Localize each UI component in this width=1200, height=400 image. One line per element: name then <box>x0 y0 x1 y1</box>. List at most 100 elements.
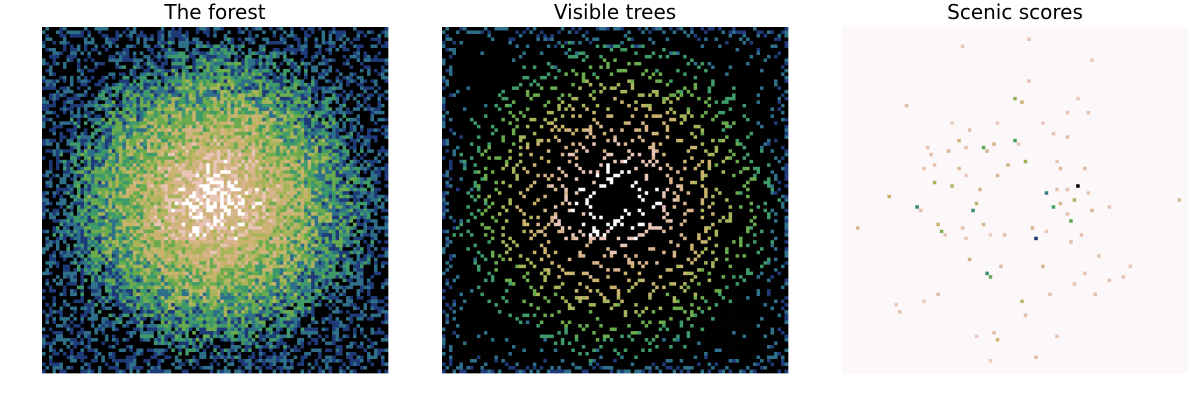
heatmap-cell <box>49 62 53 66</box>
heatmap-cell <box>45 27 49 31</box>
heatmap-cell <box>357 100 361 104</box>
heatmap-cell <box>343 93 347 97</box>
heatmap-cell <box>168 97 172 101</box>
heatmap-cell <box>150 121 154 125</box>
heatmap-cell <box>140 72 144 76</box>
heatmap-cell <box>269 104 273 108</box>
heatmap-cell <box>241 34 245 38</box>
heatmap-cell <box>73 27 77 31</box>
heatmap-cell <box>56 111 60 115</box>
heatmap-cell <box>374 107 378 111</box>
heatmap-cell <box>381 58 385 62</box>
heatmap-cell <box>315 55 319 59</box>
heatmap-cell <box>49 111 53 115</box>
heatmap-cell <box>161 55 165 59</box>
heatmap-cell <box>171 107 175 111</box>
heatmap-cell <box>308 111 312 115</box>
heatmap-cell <box>140 48 144 52</box>
heatmap-cell <box>161 72 165 76</box>
heatmap-cell <box>245 128 249 132</box>
heatmap-cell <box>381 44 385 48</box>
heatmap-cell <box>112 34 116 38</box>
heatmap-cell <box>59 135 63 139</box>
heatmap-cell <box>101 142 105 146</box>
heatmap-cell <box>220 55 224 59</box>
heatmap-cell <box>241 125 245 129</box>
heatmap-cell <box>129 153 133 157</box>
heatmap-cell <box>87 93 91 97</box>
heatmap-cell <box>206 146 210 150</box>
heatmap-cell <box>322 160 326 164</box>
heatmap-cell <box>98 104 102 108</box>
heatmap-cell <box>269 55 273 59</box>
heatmap-cell <box>329 153 333 157</box>
heatmap-cell <box>322 48 326 52</box>
heatmap-cell <box>255 149 259 153</box>
heatmap-cell <box>189 163 193 167</box>
heatmap-cell <box>87 114 91 118</box>
heatmap-cell <box>224 128 228 132</box>
heatmap-cell <box>350 34 354 38</box>
heatmap-cell <box>161 128 165 132</box>
heatmap-cell <box>49 37 53 41</box>
heatmap-cell <box>350 167 354 171</box>
heatmap-cell <box>248 149 252 153</box>
heatmap-cell <box>336 100 340 104</box>
heatmap-cell <box>196 58 200 62</box>
heatmap-cell <box>140 149 144 153</box>
heatmap-cell <box>332 149 336 153</box>
heatmap-cell <box>91 118 95 122</box>
heatmap-cell <box>84 139 88 143</box>
heatmap-cell <box>241 107 245 111</box>
heatmap-cell <box>185 62 189 66</box>
heatmap-cell <box>112 37 116 41</box>
heatmap-cell <box>273 174 277 178</box>
heatmap-cell <box>56 90 60 94</box>
heatmap-cell <box>364 30 368 34</box>
heatmap-cell <box>346 97 350 101</box>
heatmap-cell <box>367 93 371 97</box>
heatmap-cell <box>360 86 364 90</box>
heatmap-cell <box>164 86 168 90</box>
heatmap-cell <box>140 41 144 45</box>
heatmap-cell <box>255 142 259 146</box>
heatmap-cell <box>115 41 119 45</box>
heatmap-cell <box>329 86 333 90</box>
heatmap-cell <box>129 65 133 69</box>
heatmap-cell <box>108 55 112 59</box>
heatmap-cell <box>126 163 130 167</box>
heatmap-cell <box>101 93 105 97</box>
heatmap-cell <box>154 160 158 164</box>
heatmap-cell <box>101 153 105 157</box>
heatmap-cell <box>185 132 189 136</box>
heatmap-cell <box>189 97 193 101</box>
heatmap-cell <box>269 30 273 34</box>
heatmap-cell <box>374 114 378 118</box>
heatmap-cell <box>164 90 168 94</box>
heatmap-cell <box>308 69 312 73</box>
heatmap-cell <box>210 65 214 69</box>
heatmap-cell <box>329 51 333 55</box>
heatmap-cell <box>52 121 56 125</box>
heatmap-cell <box>49 76 53 80</box>
heatmap-cell <box>255 90 259 94</box>
heatmap-cell <box>136 167 140 171</box>
heatmap-cell <box>311 83 315 87</box>
heatmap-cell <box>129 27 133 31</box>
heatmap-cell <box>133 41 137 45</box>
heatmap-cell <box>147 37 151 41</box>
heatmap-cell <box>241 121 245 125</box>
heatmap-cell <box>189 118 193 122</box>
heatmap-cell <box>168 62 172 66</box>
heatmap-cell <box>94 121 98 125</box>
heatmap-cell <box>301 100 305 104</box>
heatmap-cell <box>171 37 175 41</box>
heatmap-cell <box>87 27 91 31</box>
heatmap-cell <box>210 104 214 108</box>
heatmap-cell <box>140 142 144 146</box>
heatmap-cell <box>112 41 116 45</box>
heatmap-cell <box>185 125 189 129</box>
heatmap-cell <box>49 93 53 97</box>
heatmap-cell <box>147 114 151 118</box>
heatmap-cell <box>308 48 312 52</box>
